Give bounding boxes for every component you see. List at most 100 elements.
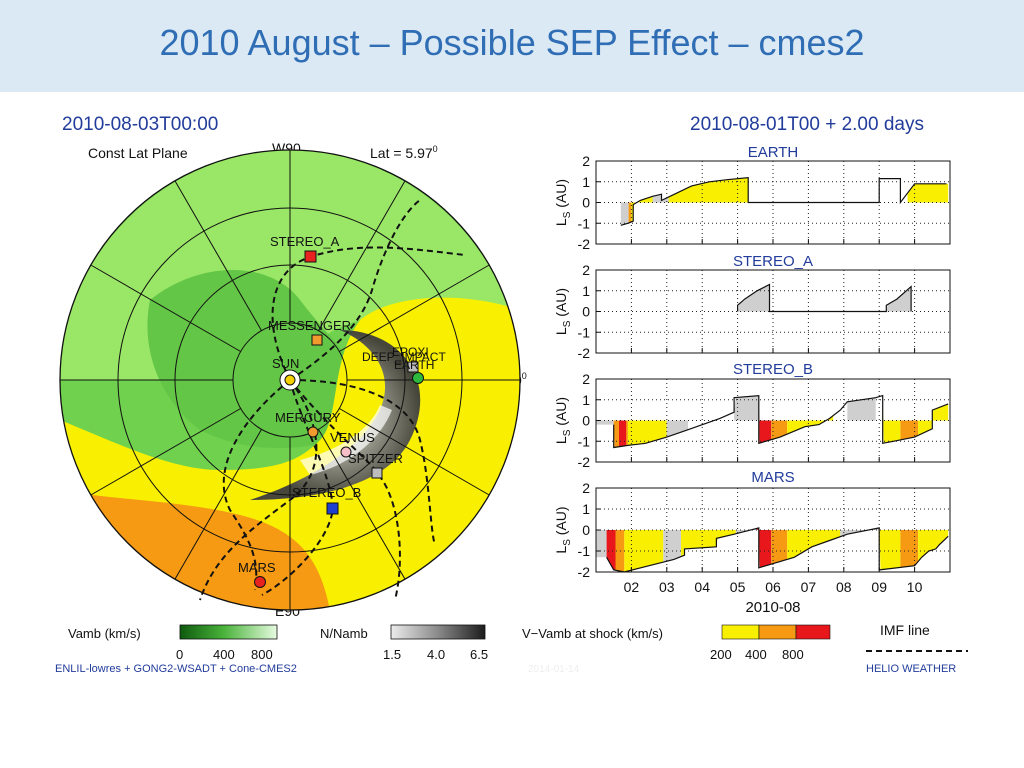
mars-label: MARS <box>238 560 276 575</box>
fill-segment-yellow <box>631 196 653 222</box>
y-tick-label: -2 <box>578 454 591 470</box>
y-tick-label: 0 <box>582 195 590 211</box>
series-line <box>606 527 949 573</box>
fill-segment-gray <box>663 530 681 563</box>
x-tick-label: 02 <box>624 579 640 595</box>
fill-segment-orange <box>900 530 919 568</box>
imf-legend-label: IMF line <box>880 622 930 638</box>
deep-impact-label: DEEP_IMPACT <box>362 350 446 364</box>
bodies: STEREO_A MESSENGER DEEP_IMPACT EPOXI EAR… <box>238 234 446 588</box>
y-tick-label: 1 <box>582 174 590 190</box>
series-line <box>620 176 947 226</box>
fill-segment-red <box>619 420 627 447</box>
fill-segment-gray <box>596 420 614 425</box>
series-line <box>737 283 912 313</box>
fill-segment-orange <box>615 530 625 572</box>
polar-spoke <box>318 180 406 331</box>
fill-segment-yellow <box>668 177 749 203</box>
nnamb-legend-label: N/Namb <box>320 626 368 641</box>
plane-label: Const Lat Plane <box>88 145 188 161</box>
shock-yellow-swatch <box>721 624 760 640</box>
y-tick-label: -1 <box>578 324 591 340</box>
fill-segment-orange <box>771 530 788 565</box>
imf-line-7 <box>199 379 318 601</box>
shared-x-axis: 02 03 04 05 06 07 08 09 10 2010-08 <box>624 579 923 616</box>
stereo-a-marker <box>304 250 317 263</box>
lat-label: Lat = 5.970 <box>370 144 438 161</box>
epoxi-marker <box>407 361 419 373</box>
fill-segment-orange <box>900 420 919 440</box>
line-charts: 2 1 0 -1 -2 EARTH LS (AU) 2 1 0 -1 -2 STEREO_A LS (AU… <box>553 144 951 580</box>
y-axis-label: LS (AU) <box>553 288 573 335</box>
y-tick-label: -2 <box>578 345 591 361</box>
fill-segment-yellow <box>716 530 736 547</box>
shock-tick-2: 800 <box>782 647 804 662</box>
polar-timestamp: 2010-08-03T00:00 <box>62 114 218 135</box>
legend-nnamb: N/Namb 1.5 4.0 6.5 <box>320 624 488 662</box>
nnamb-colorbar <box>390 624 486 640</box>
x-tick-label: 05 <box>730 579 746 595</box>
nnamb-tick-0: 1.5 <box>383 647 401 662</box>
title-band <box>0 0 1024 92</box>
x-tick-label: 06 <box>765 579 781 595</box>
mercury-marker <box>307 426 319 438</box>
fill-segment-gray <box>734 395 759 421</box>
stereo-b-label: STEREO_B <box>292 485 361 500</box>
mars-marker <box>254 576 266 588</box>
y-tick-label: 1 <box>582 501 590 517</box>
y-tick-label: 0 <box>582 304 590 320</box>
x-tick-label: 04 <box>694 579 710 595</box>
cme-shell-inner <box>300 405 392 475</box>
vamb-legend-label: Vamb (km/s) <box>68 626 141 641</box>
polar-spoke <box>318 429 406 580</box>
x-axis-label: 2010-08 <box>745 599 800 616</box>
x-tick-label: 07 <box>801 579 817 595</box>
sun-marker <box>284 374 296 386</box>
y-tick-label: -1 <box>578 543 591 559</box>
fill-segment-orange <box>628 202 632 223</box>
fill-segment-yellow <box>918 403 949 436</box>
imf-line-3 <box>289 379 436 546</box>
fill-segment-gray <box>737 284 770 312</box>
x-tick-label: 09 <box>871 579 887 595</box>
polar-spoke <box>174 180 262 331</box>
stereo-b-marker <box>326 502 339 515</box>
fill-segment-yellow <box>804 415 834 427</box>
x-tick-label: 03 <box>659 579 675 595</box>
fill-segment-yellow <box>787 420 805 435</box>
polar-panel: 2010-08-03T00:00 Const Lat Plane W90 Lat… <box>59 114 527 619</box>
polar-spoke <box>339 408 490 496</box>
x-tick-label: 08 <box>836 579 852 595</box>
chart-title: STEREO_B <box>733 361 813 378</box>
shock-legend-label: V−Vamb at shock (km/s) <box>522 626 663 641</box>
y-tick-label: 1 <box>582 283 590 299</box>
fill-segment-yellow <box>681 530 717 557</box>
series-line <box>613 394 949 449</box>
polar-spoke <box>90 408 241 496</box>
venus-label: VENUS <box>330 430 375 445</box>
polar-spoke <box>174 429 262 580</box>
footer-left: ENLIL-lowres + GONG2-WSADT + Cone-CMES2 <box>55 663 297 675</box>
green-inner-region <box>147 270 380 449</box>
vamb-colorbar <box>179 624 278 640</box>
fill-segment-gray <box>620 202 629 226</box>
fill-segment-yellow <box>882 395 901 444</box>
spitzer-label: SPITZER <box>348 451 403 466</box>
nnamb-tick-1: 4.0 <box>427 647 445 662</box>
imf-line-2 <box>289 199 421 381</box>
slide-title: 2010 August – Possible SEP Effect – cmes… <box>159 22 865 63</box>
footer-right: HELIO WEATHER <box>866 663 956 675</box>
fill-segment-yellow <box>624 530 664 572</box>
spitzer-marker <box>371 467 383 479</box>
nnamb-tick-2: 6.5 <box>470 647 488 662</box>
chart-title: STEREO_A <box>733 253 813 270</box>
chart-title: EARTH <box>748 144 799 161</box>
fill-segment-orange <box>771 420 788 440</box>
fill-segment-red <box>757 527 772 568</box>
y-axis-label: LS (AU) <box>553 397 573 444</box>
chart-title: MARS <box>751 469 794 486</box>
x-tick-label: 10 <box>907 579 923 595</box>
fill-segment-gray <box>840 527 880 537</box>
y-tick-label: -1 <box>578 433 591 449</box>
